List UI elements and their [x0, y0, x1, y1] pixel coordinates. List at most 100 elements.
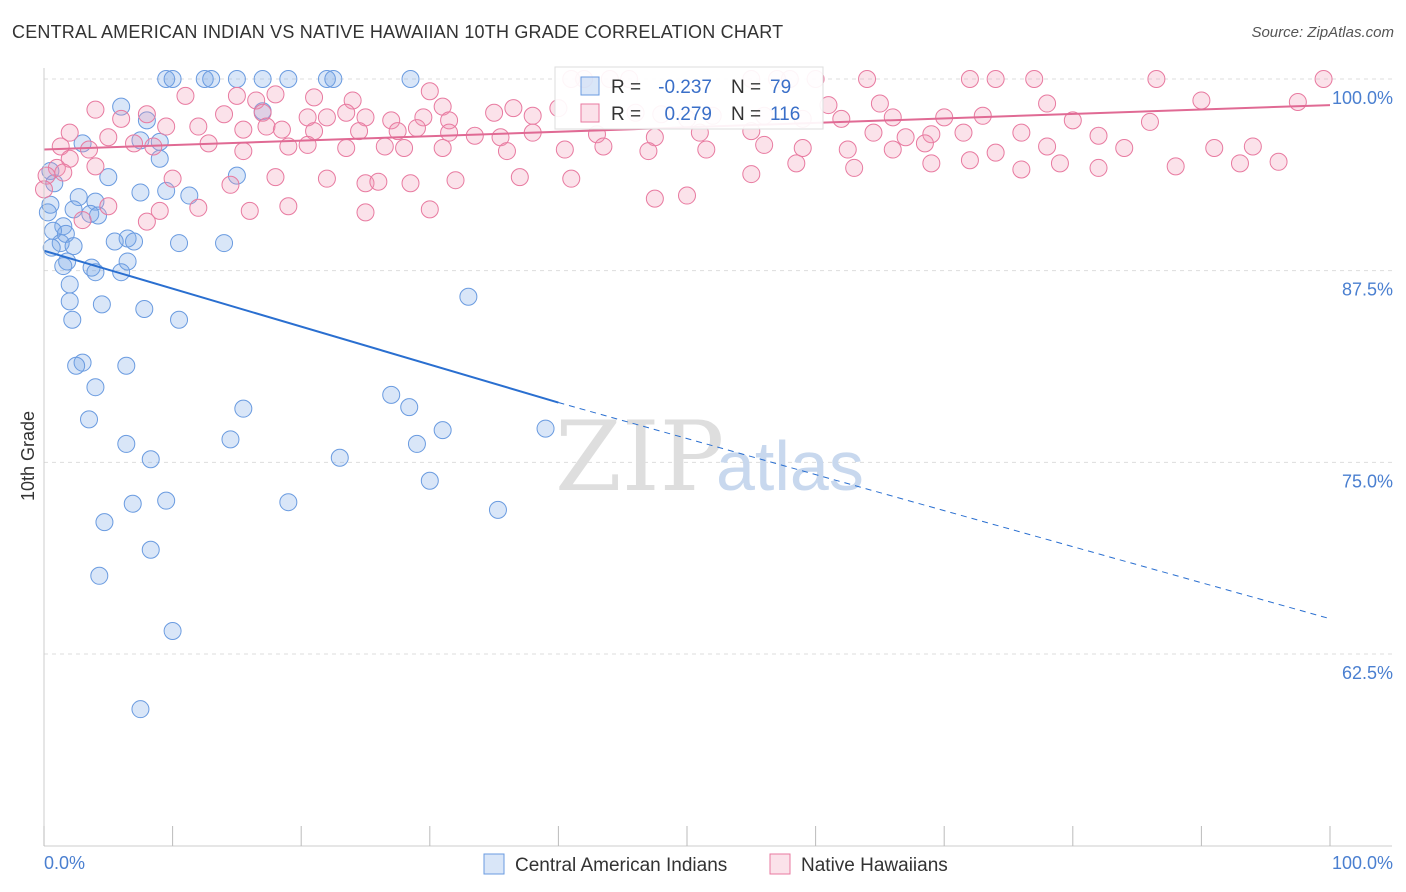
pink-point [1012, 160, 1031, 179]
blue-point [60, 275, 79, 294]
n-label: N = [731, 104, 761, 125]
blue-trend-line [43, 249, 559, 404]
pink-point [858, 70, 877, 88]
blue-point [195, 70, 214, 88]
pink-point [73, 211, 92, 230]
blue-legend-label: Central American Indians [515, 855, 727, 876]
blue-trend-dashed [558, 402, 1331, 620]
pink-point [112, 109, 131, 128]
pink-point [382, 111, 401, 130]
pink-point [176, 86, 195, 105]
blue-point [536, 419, 555, 438]
pink-point [1269, 152, 1288, 171]
pink-point [845, 158, 864, 177]
blue-point [86, 378, 105, 397]
blue-point [420, 471, 439, 490]
pink-point [883, 108, 902, 127]
pink-point [960, 151, 979, 170]
pink-point [915, 134, 934, 153]
pink-point [510, 168, 529, 187]
pink-point [47, 158, 66, 177]
pink-point [1205, 138, 1224, 157]
pink-point [189, 198, 208, 217]
pink-point [60, 123, 79, 142]
pink-point [896, 128, 915, 147]
pink-point [253, 103, 272, 122]
pink-point [594, 137, 613, 156]
x-tick-label-right: 100.0% [1332, 853, 1393, 873]
pink-point [51, 137, 70, 156]
pink-point [137, 212, 156, 231]
pink-point [1288, 92, 1307, 111]
blue-point [131, 183, 150, 202]
pink-point [279, 197, 298, 216]
pink-point [163, 169, 182, 188]
pink-point [86, 157, 105, 176]
pink-point [1089, 126, 1108, 145]
pink-point [189, 117, 208, 136]
pink-point [793, 138, 812, 157]
pink-legend-label: Native Hawaiians [801, 855, 948, 876]
pink-point [960, 70, 979, 88]
blue-point [324, 70, 343, 88]
pink-point [240, 201, 259, 220]
pink-point [420, 82, 439, 101]
pink-point [369, 172, 388, 191]
pink-swatch [580, 103, 600, 123]
blue-point [407, 434, 426, 453]
pink-point [562, 169, 581, 188]
pink-point [883, 140, 902, 159]
blue-point [112, 97, 131, 116]
blue-point [253, 70, 272, 88]
blue-point [180, 186, 199, 205]
n-label: N = [731, 77, 761, 98]
blue-point [221, 430, 240, 449]
blue-point [227, 70, 246, 88]
pink-point [446, 171, 465, 190]
blue-point [382, 385, 401, 404]
pink-point [37, 166, 56, 185]
blue-point [279, 493, 298, 512]
pink-point [1038, 137, 1057, 156]
pink-point [356, 174, 375, 193]
pink-point [337, 103, 356, 122]
pink-point [375, 137, 394, 156]
y-tick-label: 100.0% [1332, 88, 1393, 108]
blue-point [80, 410, 99, 429]
blue-point [60, 292, 79, 311]
pink-point [678, 186, 696, 205]
pink-legend-swatch [769, 853, 791, 875]
r-value: -0.237 [658, 77, 712, 98]
pink-point [986, 143, 1005, 162]
blue-point [131, 700, 150, 719]
pink-point [298, 135, 317, 154]
blue-point [118, 252, 137, 271]
pink-point [395, 138, 414, 157]
pink-point [1192, 91, 1211, 110]
blue-point [137, 111, 156, 130]
pink-point [234, 120, 253, 139]
pink-point [1038, 94, 1057, 113]
blue-point [112, 263, 131, 282]
blue-point [99, 168, 118, 187]
pink-point [150, 201, 169, 220]
stats-legend: R = -0.237 N = 79 R = 0.279 N = 116 [554, 66, 824, 130]
pink-point [80, 140, 99, 159]
blue-point [92, 295, 111, 314]
blue-point [117, 356, 136, 375]
pink-point [440, 111, 459, 130]
pink-point [401, 174, 420, 193]
pink-point [1230, 154, 1249, 173]
blue-point [215, 234, 234, 253]
pink-point [1314, 70, 1333, 88]
pink-point [864, 123, 883, 142]
blue-legend-swatch [483, 853, 505, 875]
pink-point [1140, 112, 1159, 131]
blue-point [401, 70, 420, 88]
stats-box [554, 66, 824, 130]
blue-point [227, 166, 246, 185]
n-value: 116 [770, 104, 800, 125]
blue-point [163, 621, 182, 640]
pink-point [832, 109, 851, 128]
